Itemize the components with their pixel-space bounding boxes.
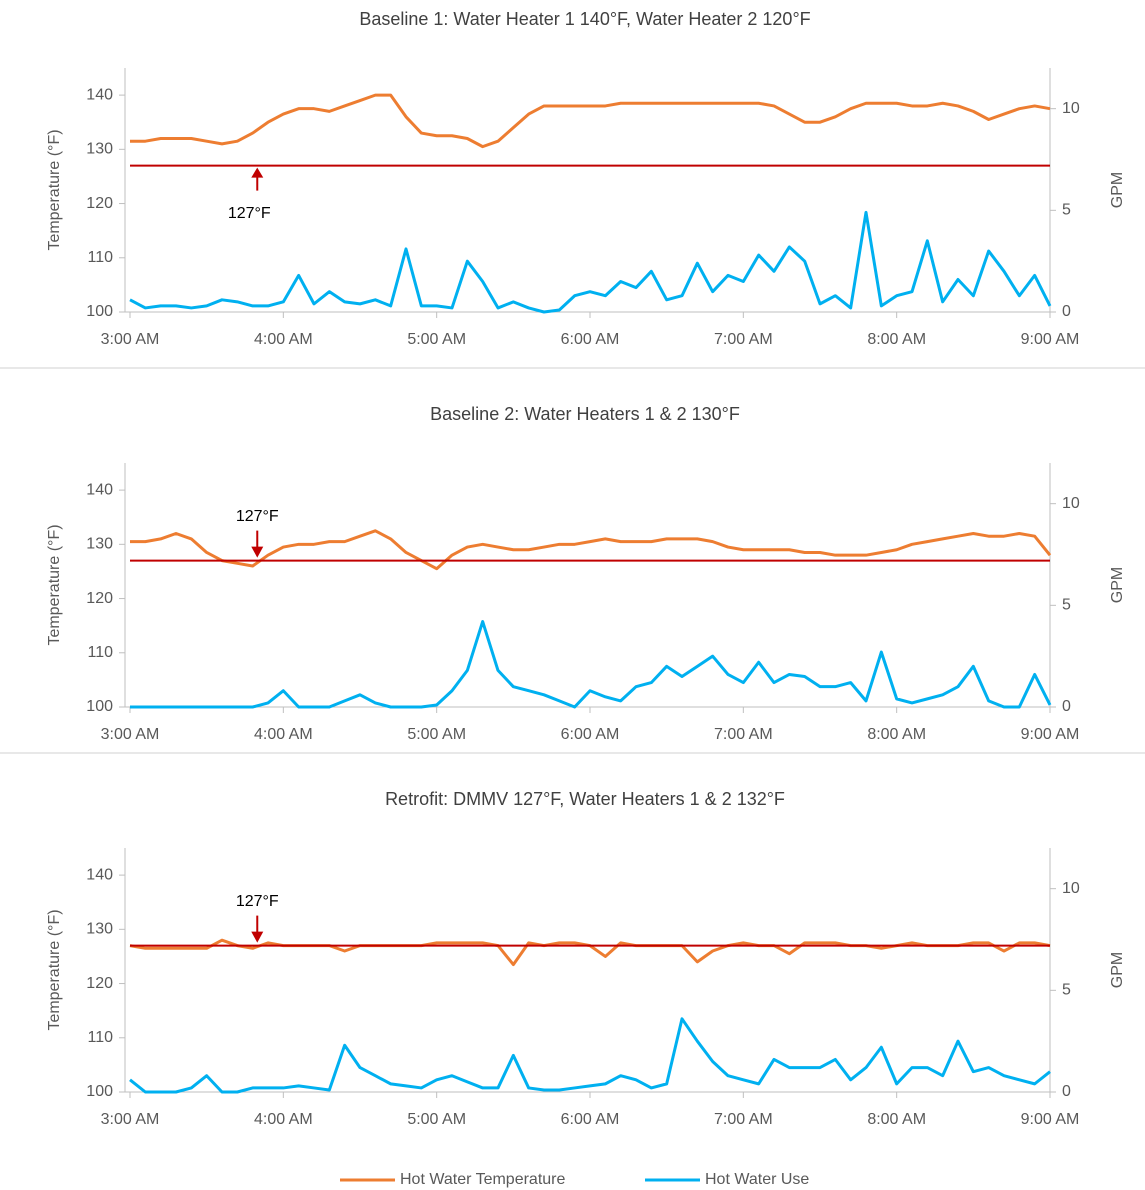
y-tick-label: 100 bbox=[86, 1083, 113, 1100]
legend-label: Hot Water Temperature bbox=[400, 1171, 566, 1188]
y-tick-label: 120 bbox=[86, 975, 113, 992]
x-tick-label: 4:00 AM bbox=[254, 1111, 313, 1128]
y-tick-label: 130 bbox=[86, 141, 113, 158]
x-tick-label: 5:00 AM bbox=[407, 726, 466, 743]
x-tick-label: 9:00 AM bbox=[1021, 331, 1080, 348]
y-tick-label: 140 bbox=[86, 86, 113, 103]
legend-label: Hot Water Use bbox=[705, 1171, 809, 1188]
y-tick-label: 140 bbox=[86, 481, 113, 498]
y2-axis-label: GPM bbox=[1109, 567, 1126, 603]
y-tick-label: 110 bbox=[87, 644, 113, 661]
y2-tick-label: 10 bbox=[1062, 100, 1080, 117]
x-tick-label: 3:00 AM bbox=[101, 1111, 160, 1128]
x-tick-label: 9:00 AM bbox=[1021, 1111, 1080, 1128]
y-tick-label: 120 bbox=[86, 195, 113, 212]
x-tick-label: 3:00 AM bbox=[101, 331, 160, 348]
x-tick-label: 4:00 AM bbox=[254, 726, 313, 743]
x-tick-label: 7:00 AM bbox=[714, 1111, 773, 1128]
x-tick-label: 7:00 AM bbox=[714, 331, 773, 348]
y-tick-label: 120 bbox=[86, 590, 113, 607]
y-tick-label: 140 bbox=[86, 866, 113, 883]
y-axis-label: Temperature (°F) bbox=[46, 524, 63, 645]
series-line bbox=[130, 620, 1052, 709]
annotation-label: 127°F bbox=[236, 508, 279, 525]
annotation-arrowhead bbox=[251, 167, 264, 178]
x-tick-label: 9:00 AM bbox=[1021, 726, 1080, 743]
y-tick-label: 100 bbox=[86, 698, 113, 715]
annotation-label: 127°F bbox=[236, 893, 279, 910]
y2-tick-label: 0 bbox=[1062, 1083, 1071, 1100]
x-tick-label: 6:00 AM bbox=[561, 726, 620, 743]
y2-axis-label: GPM bbox=[1109, 952, 1126, 988]
y-tick-label: 110 bbox=[87, 1029, 113, 1046]
y-tick-label: 130 bbox=[86, 536, 113, 553]
x-tick-label: 6:00 AM bbox=[561, 331, 620, 348]
y2-tick-label: 5 bbox=[1062, 597, 1071, 614]
series-line bbox=[129, 1017, 1051, 1094]
annotation-arrowhead bbox=[251, 931, 264, 943]
x-tick-label: 8:00 AM bbox=[867, 331, 926, 348]
y-axis-label: Temperature (°F) bbox=[46, 909, 63, 1030]
y2-tick-label: 10 bbox=[1062, 495, 1080, 512]
series-line bbox=[129, 938, 1051, 967]
x-tick-label: 8:00 AM bbox=[867, 726, 926, 743]
chart-title: Baseline 1: Water Heater 1 140°F, Water … bbox=[359, 9, 810, 29]
y-tick-label: 110 bbox=[87, 249, 113, 266]
y-axis-label: Temperature (°F) bbox=[46, 129, 63, 250]
y-tick-label: 100 bbox=[86, 303, 113, 320]
series-line bbox=[130, 529, 1052, 571]
series-line bbox=[130, 93, 1051, 149]
x-tick-label: 7:00 AM bbox=[714, 726, 773, 743]
x-tick-label: 6:00 AM bbox=[561, 1111, 620, 1128]
series-line bbox=[129, 210, 1052, 314]
y-tick-label: 130 bbox=[86, 921, 113, 938]
x-tick-label: 5:00 AM bbox=[407, 331, 466, 348]
x-tick-label: 5:00 AM bbox=[407, 1111, 466, 1128]
chart-title: Retrofit: DMMV 127°F, Water Heaters 1 & … bbox=[385, 789, 785, 809]
y2-tick-label: 10 bbox=[1062, 880, 1080, 897]
y2-tick-label: 5 bbox=[1062, 202, 1071, 219]
y2-tick-label: 0 bbox=[1062, 698, 1071, 715]
annotation-label: 127°F bbox=[228, 205, 271, 222]
chart-title: Baseline 2: Water Heaters 1 & 2 130°F bbox=[430, 404, 740, 424]
x-tick-label: 4:00 AM bbox=[254, 331, 313, 348]
y2-tick-label: 0 bbox=[1062, 303, 1071, 320]
x-tick-label: 8:00 AM bbox=[867, 1111, 926, 1128]
x-tick-label: 3:00 AM bbox=[101, 726, 160, 743]
y2-axis-label: GPM bbox=[1109, 172, 1126, 208]
annotation-arrowhead bbox=[251, 546, 264, 558]
y2-tick-label: 5 bbox=[1062, 982, 1071, 999]
